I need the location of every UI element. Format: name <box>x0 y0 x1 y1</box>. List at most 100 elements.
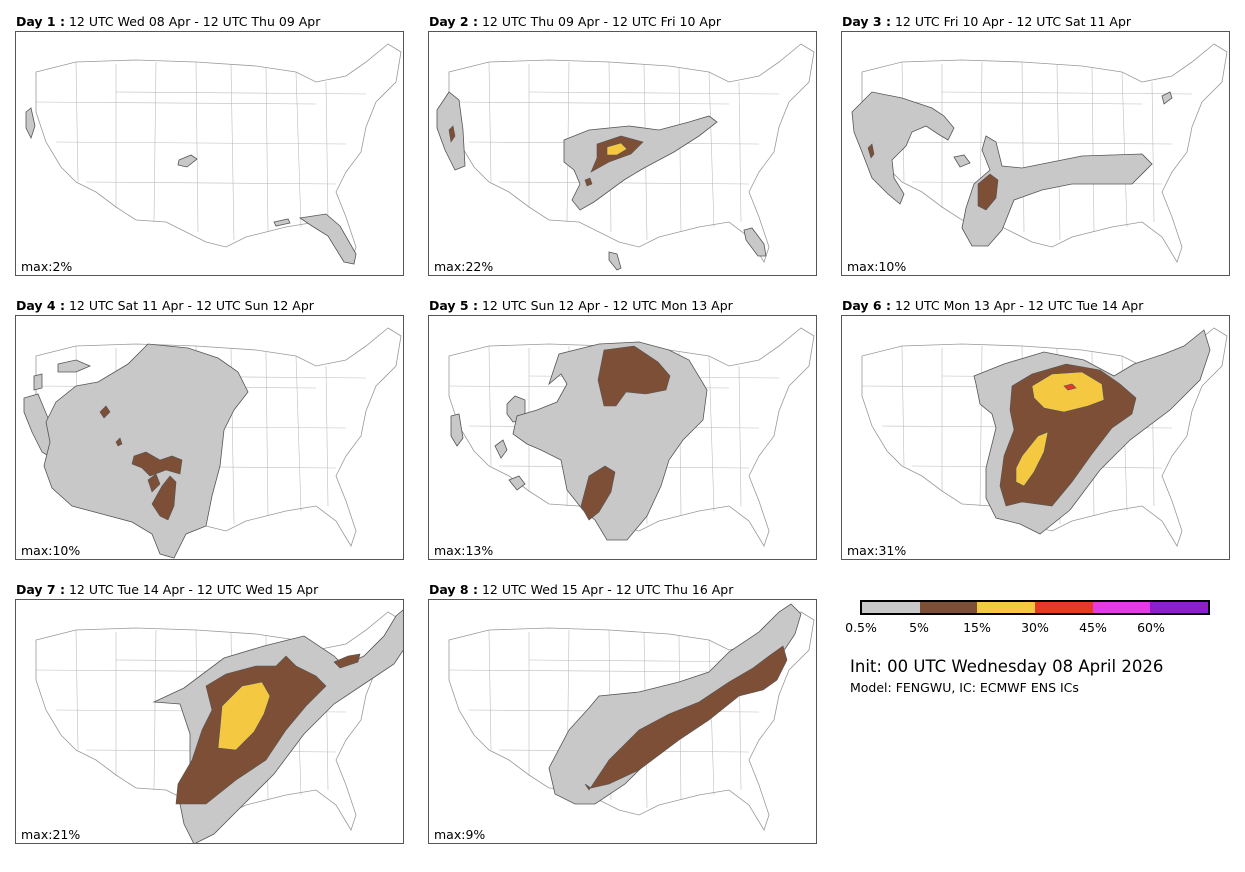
panel-title-day5: Day 5 : 12 UTC Sun 12 Apr - 12 UTC Mon 1… <box>429 298 733 313</box>
state-border <box>1121 71 1128 228</box>
risk-area-0-5 <box>33 373 43 391</box>
risk-area-0-5 <box>494 439 508 459</box>
state-border <box>265 351 269 517</box>
risk-area-5 <box>584 177 593 187</box>
legend-swatch <box>1035 602 1093 613</box>
state-border <box>295 355 302 512</box>
risk-area-5 <box>147 473 161 493</box>
state-border <box>678 67 682 233</box>
panel-title-day3: Day 3 : 12 UTC Fri 10 Apr - 12 UTC Sat 1… <box>842 14 1132 29</box>
us-basemap <box>861 43 1228 263</box>
legend-tick: 15% <box>963 620 991 635</box>
map-panel-day4: max:10% <box>15 315 404 560</box>
state-border <box>498 181 750 185</box>
risk-area-0-5 <box>743 227 767 257</box>
risk-area-0-5 <box>548 603 802 805</box>
map-day2 <box>436 43 815 271</box>
risk-area-5 <box>99 405 111 419</box>
max-label: max:31% <box>845 543 909 558</box>
state-border <box>325 81 329 223</box>
map-panel-day3: max:10% <box>841 31 1230 276</box>
state-border <box>195 61 199 233</box>
coastline <box>448 43 815 263</box>
max-label: max:21% <box>19 827 83 842</box>
state-border <box>488 61 492 183</box>
state-border <box>488 629 492 751</box>
max-label: max:2% <box>19 259 75 274</box>
map-day7 <box>35 609 403 843</box>
map-panel-day6: max:31% <box>841 315 1230 560</box>
state-border <box>1091 67 1095 233</box>
risk-area-0-5 <box>508 475 526 491</box>
state-border <box>881 141 1173 145</box>
model-info: Model: FENGWU, IC: ECMWF ENS ICs <box>850 680 1079 695</box>
state-border <box>265 67 269 233</box>
state-border <box>901 345 905 467</box>
risk-area-15 <box>1015 431 1049 487</box>
state-border <box>295 71 302 228</box>
state-border <box>1151 81 1155 223</box>
coastline <box>35 43 402 263</box>
max-label: max:9% <box>432 827 488 842</box>
state-border <box>230 63 235 241</box>
risk-area-0-5 <box>563 115 718 211</box>
risk-area-0-5 <box>450 413 464 447</box>
state-border <box>708 355 715 512</box>
max-label: max:10% <box>845 259 909 274</box>
risk-area-0-5 <box>608 251 622 271</box>
risk-area-0-5 <box>1161 91 1173 105</box>
panel-title-day4: Day 4 : 12 UTC Sat 11 Apr - 12 UTC Sun 1… <box>16 298 314 313</box>
state-border <box>153 629 157 791</box>
state-border <box>85 181 337 185</box>
legend-tick: 60% <box>1137 620 1165 635</box>
state-border <box>528 91 780 95</box>
risk-area-0-5 <box>43 343 249 559</box>
panel-title-day6: Day 6 : 12 UTC Mon 13 Apr - 12 UTC Tue 1… <box>842 298 1144 313</box>
risk-area-5 <box>448 125 456 143</box>
state-border <box>448 669 730 673</box>
risk-area-5 <box>867 143 875 159</box>
legend-swatch <box>862 602 920 613</box>
map-panel-day1: max:2% <box>15 31 404 276</box>
state-border <box>488 345 492 467</box>
map-day1 <box>25 43 402 265</box>
legend-swatch <box>1150 602 1209 613</box>
risk-area-5 <box>977 173 999 211</box>
state-border <box>35 101 317 105</box>
state-border <box>75 61 79 183</box>
risk-area-0-5 <box>851 91 955 205</box>
legend-tick: 30% <box>1021 620 1049 635</box>
state-border <box>708 71 715 228</box>
state-border <box>979 345 983 507</box>
map-day6 <box>861 327 1228 547</box>
map-panel-day2: max:22% <box>428 31 817 276</box>
us-basemap <box>35 43 402 263</box>
state-border <box>738 365 742 507</box>
map-day4 <box>23 327 402 559</box>
map-panel-day5: max:13% <box>428 315 817 560</box>
color-legend <box>860 600 1210 615</box>
map-panel-day8: max:9% <box>428 599 817 844</box>
state-border <box>55 141 347 145</box>
risk-area-5 <box>131 451 183 477</box>
risk-area-5 <box>177 154 198 168</box>
state-border <box>115 91 367 95</box>
legend-swatch <box>1092 602 1151 613</box>
state-border <box>153 61 157 223</box>
risk-area-5 <box>333 653 361 669</box>
map-day5 <box>448 327 815 547</box>
risk-area-5 <box>584 645 788 791</box>
state-border <box>448 101 730 105</box>
coastline <box>448 611 815 831</box>
risk-area-0-5 <box>57 359 92 373</box>
risk-area-0-5 <box>961 135 1153 247</box>
risk-area-5 <box>580 465 616 521</box>
state-border <box>1056 63 1061 241</box>
legend-tick: 0.5% <box>845 620 877 635</box>
risk-area-5 <box>298 213 357 265</box>
risk-area-15 <box>606 142 628 156</box>
risk-area-5 <box>151 475 177 521</box>
legend-swatch <box>919 602 978 613</box>
panel-title-day7: Day 7 : 12 UTC Tue 14 Apr - 12 UTC Wed 1… <box>16 582 319 597</box>
map-panel-day7: max:21% <box>15 599 404 844</box>
